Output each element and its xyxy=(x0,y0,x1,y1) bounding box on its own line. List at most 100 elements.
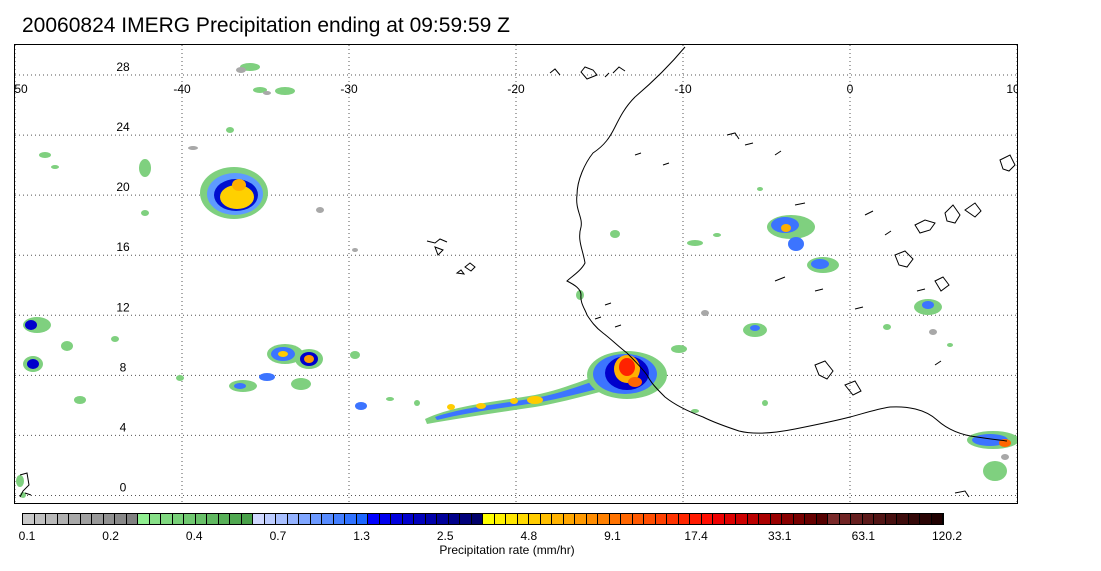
colorbar-tick-label: 1.3 xyxy=(353,529,370,543)
colorbar-cell xyxy=(184,514,196,524)
colorbar-tick-label: 0.4 xyxy=(185,529,203,543)
lat-tick-label: 20 xyxy=(116,180,130,194)
lat-tick-label: 12 xyxy=(116,300,130,314)
colorbar-cell xyxy=(667,514,679,524)
storm-20N-39W xyxy=(200,167,268,219)
colorbar-cell xyxy=(839,514,851,524)
lat-tick-label: 8 xyxy=(120,360,127,374)
colorbar-cell xyxy=(540,514,552,524)
map-title: 20060824 IMERG Precipitation ending at 0… xyxy=(22,14,510,37)
colorbar-tick-label: 63.1 xyxy=(851,529,876,543)
colorbar-cell xyxy=(575,514,587,524)
lat-tick-label: 28 xyxy=(116,60,130,74)
colorbar-cell xyxy=(322,514,334,524)
colorbar-cell xyxy=(368,514,380,524)
map-grid xyxy=(15,45,1017,503)
colorbar-cell xyxy=(621,514,633,524)
colorbar-cell xyxy=(736,514,748,524)
colorbar-cell xyxy=(724,514,736,524)
colorbar-cell xyxy=(356,514,368,524)
lon-tick-label: 0 xyxy=(847,82,854,96)
colorbar-cell xyxy=(494,514,506,524)
colorbar-cell xyxy=(138,514,150,524)
colorbar-cell xyxy=(437,514,449,524)
colorbar-cell xyxy=(782,514,794,524)
colorbar xyxy=(22,513,944,525)
colorbar-cell xyxy=(425,514,437,524)
colorbar-cell xyxy=(195,514,207,524)
colorbar-cell xyxy=(931,514,943,524)
colorbar-cell xyxy=(241,514,253,524)
scattered-light-rain xyxy=(16,63,953,498)
colorbar-cell xyxy=(874,514,886,524)
colorbar-cell xyxy=(172,514,184,524)
colorbar-cell xyxy=(80,514,92,524)
colorbar-cell xyxy=(287,514,299,524)
colorbar-cell xyxy=(253,514,265,524)
colorbar-cell xyxy=(920,514,932,524)
colorbar-cell xyxy=(609,514,621,524)
colorbar-cell xyxy=(23,514,35,524)
colorbar-cell xyxy=(391,514,403,524)
colorbar-cell xyxy=(207,514,219,524)
storm-9N-13W xyxy=(587,351,667,399)
colorbar-cell xyxy=(46,514,58,524)
colorbar-cell xyxy=(345,514,357,524)
colorbar-cell xyxy=(218,514,230,524)
colorbar-cell xyxy=(161,514,173,524)
colorbar-cell xyxy=(402,514,414,524)
scattered-trace-rain xyxy=(188,67,1009,460)
band-8N-40W xyxy=(23,159,367,410)
colorbar-cell xyxy=(460,514,472,524)
colorbar-tick-label: 0.7 xyxy=(269,529,287,543)
colorbar-cell xyxy=(747,514,759,524)
colorbar-cell xyxy=(414,514,426,524)
colorbar-cell xyxy=(529,514,541,524)
colorbar-cell xyxy=(57,514,69,524)
lon-tick-label: -40 xyxy=(173,82,191,96)
colorbar-cell xyxy=(34,514,46,524)
colorbar-cell xyxy=(713,514,725,524)
precipitation-map: -50 -40 -30 -20 -10 0 10 0 4 8 12 16 20 24 28 xyxy=(14,44,1018,504)
colorbar-cell xyxy=(586,514,598,524)
colorbar-cell xyxy=(690,514,702,524)
colorbar-cell xyxy=(276,514,288,524)
colorbar-cell xyxy=(828,514,840,524)
cell-3N-9E xyxy=(967,431,1017,481)
colorbar-cell xyxy=(115,514,127,524)
colorbar-cell xyxy=(632,514,644,524)
lat-tick-label: 24 xyxy=(116,120,130,134)
lon-tick-label: -20 xyxy=(507,82,525,96)
colorbar-tick-label: 17.4 xyxy=(684,529,708,543)
cell-17N-4W xyxy=(743,215,942,337)
colorbar-cell xyxy=(897,514,909,524)
colorbar-cell xyxy=(759,514,771,524)
band-7N-20W xyxy=(425,370,630,424)
colorbar-tick-label: 0.1 xyxy=(18,529,36,543)
colorbar-label: Precipitation rate (mm/hr) xyxy=(439,543,575,557)
colorbar-cell xyxy=(563,514,575,524)
colorbar-tick-label: 4.8 xyxy=(520,529,538,543)
colorbar-cell xyxy=(552,514,564,524)
colorbar-cell xyxy=(816,514,828,524)
lat-tick-label: 0 xyxy=(120,480,127,494)
colorbar-cell xyxy=(333,514,345,524)
lat-tick-label: 16 xyxy=(116,240,130,254)
colorbar-cell xyxy=(885,514,897,524)
colorbar-cell xyxy=(701,514,713,524)
colorbar-cell xyxy=(483,514,495,524)
colorbar-tick-label: 9.1 xyxy=(604,529,621,543)
colorbar-cell xyxy=(644,514,656,524)
coastline xyxy=(19,46,1016,498)
colorbar-cell xyxy=(149,514,161,524)
colorbar-cell xyxy=(69,514,81,524)
colorbar-cell xyxy=(379,514,391,524)
colorbar-cell xyxy=(770,514,782,524)
colorbar-cell xyxy=(126,514,138,524)
colorbar-tick-label: 2.5 xyxy=(436,529,454,543)
colorbar-cell xyxy=(264,514,276,524)
lon-tick-label: 10 xyxy=(1006,82,1017,96)
map-canvas: -50 -40 -30 -20 -10 0 10 0 4 8 12 16 20 24 28 xyxy=(15,45,1017,503)
colorbar-cell xyxy=(851,514,863,524)
colorbar-cell xyxy=(517,514,529,524)
